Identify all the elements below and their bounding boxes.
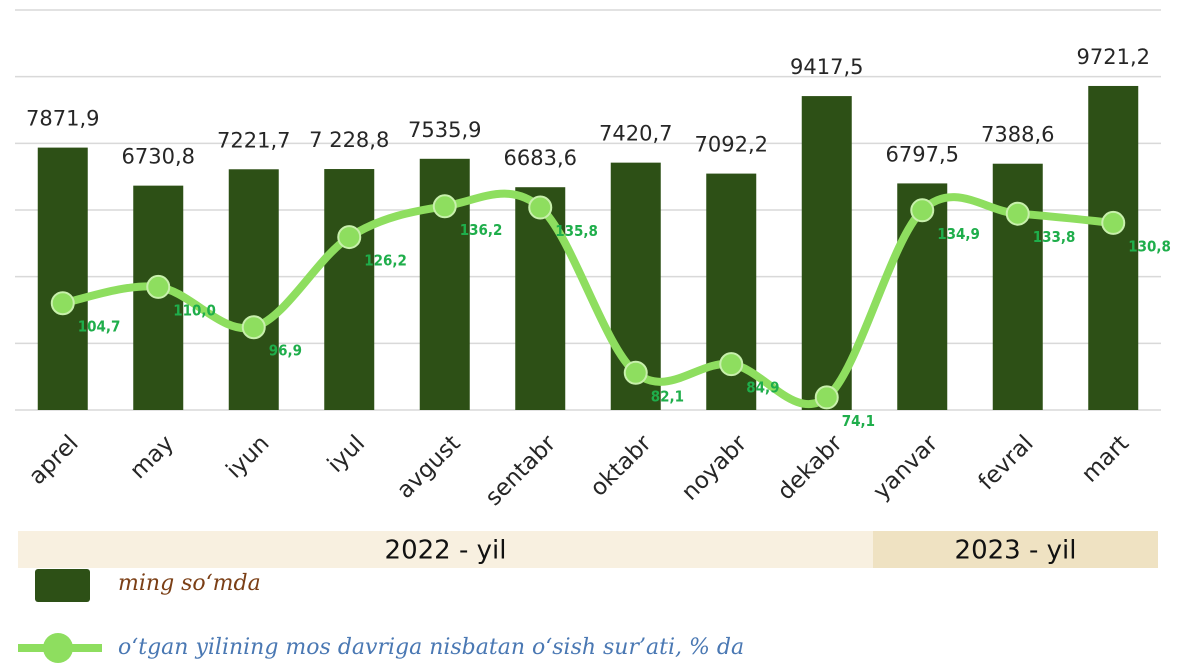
x-tick-label: fevral (974, 430, 1039, 495)
bar (801, 96, 852, 410)
line-marker (1005, 201, 1030, 226)
bar (37, 147, 88, 410)
line-marker (432, 194, 457, 219)
line-marker (146, 274, 171, 299)
bar-value-label: 7 228,8 (309, 128, 389, 152)
bar (515, 187, 566, 410)
x-tick-label: yanvar (869, 430, 944, 505)
line-marker (528, 195, 553, 220)
bar-value-label: 6797,5 (886, 142, 959, 166)
x-tick-label: oktabr (585, 430, 656, 501)
line-marker (719, 352, 744, 377)
bar-value-label: 7420,7 (599, 122, 672, 146)
line-value-label: 130,8 (1128, 237, 1171, 255)
bar-value-label: 9417,5 (790, 55, 863, 79)
period-band (873, 531, 1158, 568)
line-marker (814, 385, 839, 410)
x-tick-label: avgust (392, 430, 465, 503)
bar-value-label: 6683,6 (504, 146, 577, 170)
bar (992, 163, 1043, 410)
period-band (18, 531, 873, 568)
line-marker (910, 198, 935, 223)
line-value-label: 74,1 (842, 412, 875, 430)
line-marker (623, 360, 648, 385)
line-marker (241, 315, 266, 340)
line-value-label: 133,8 (1033, 228, 1076, 246)
x-tick-label: may (125, 430, 179, 484)
bar-value-label: 7388,6 (981, 123, 1054, 147)
x-tick-label: dekabr (773, 430, 848, 505)
line-value-label: 96,9 (269, 342, 302, 360)
line-value-label: 134,9 (937, 225, 980, 243)
bar (1088, 85, 1139, 411)
legend-marker (43, 633, 73, 663)
legend-swatch (35, 569, 90, 602)
x-tick-label: iyul (323, 430, 370, 477)
line-marker (337, 225, 362, 250)
legend-label: ming so‘mda (118, 571, 261, 596)
line-value-label: 82,1 (651, 387, 684, 405)
line-value-label: 135,8 (555, 222, 598, 240)
x-tick-label: mart (1077, 430, 1134, 487)
x-tick-label: sentabr (481, 430, 562, 511)
bar (228, 169, 279, 410)
line-value-label: 84,9 (746, 379, 779, 397)
period-label: 2022 - yil (385, 536, 507, 566)
line-value-label: 104,7 (78, 318, 121, 336)
x-tick-label: iyun (221, 430, 274, 483)
bar-value-label: 7092,2 (695, 133, 768, 157)
line-marker (1101, 210, 1126, 235)
line-value-label: 136,2 (460, 221, 503, 239)
line-value-label: 126,2 (364, 252, 407, 270)
bar-value-label: 6730,8 (122, 145, 195, 169)
bar-value-label: 7535,9 (408, 118, 481, 142)
bar-value-label: 9721,2 (1077, 45, 1150, 69)
bar-value-label: 7871,9 (26, 107, 99, 131)
line-marker (50, 291, 75, 316)
x-tick-label: noyabr (677, 430, 753, 506)
legend-label: o‘tgan yilining mos davriga nisbatan o‘s… (118, 635, 744, 660)
bar-value-label: 7221,7 (217, 128, 290, 152)
line-value-label: 110,0 (173, 301, 216, 319)
period-label: 2023 - yil (955, 536, 1077, 566)
x-tick-label: aprel (24, 430, 84, 490)
bar (324, 169, 375, 410)
